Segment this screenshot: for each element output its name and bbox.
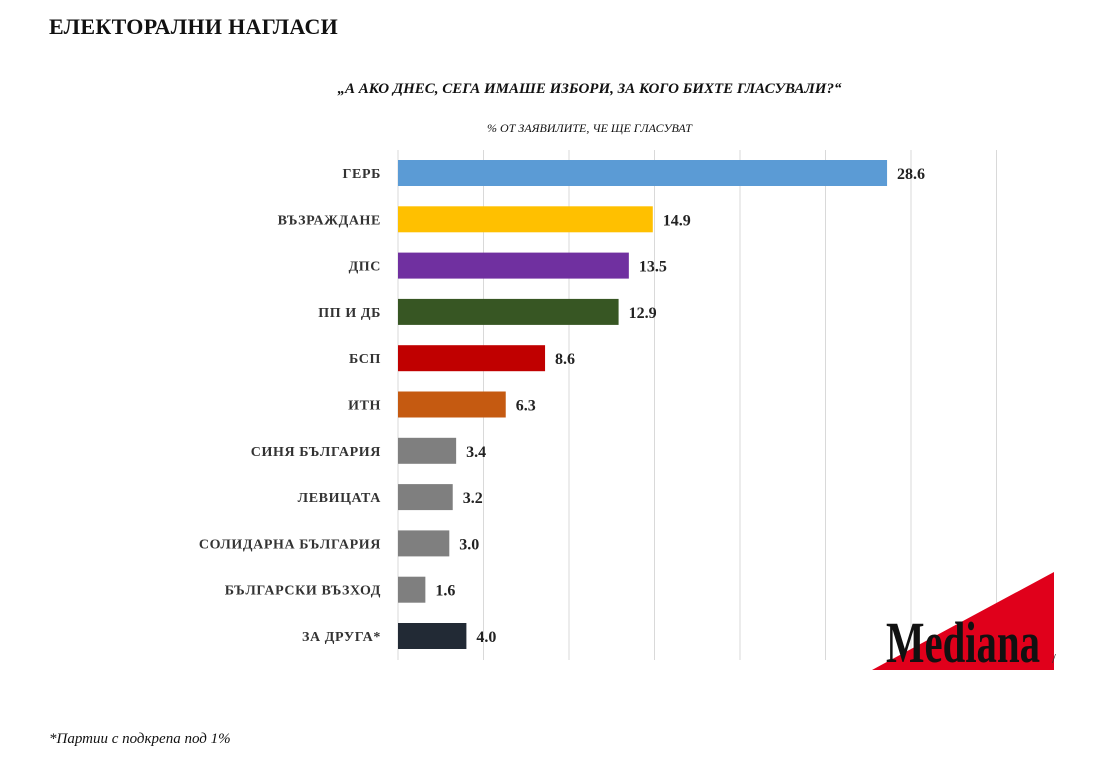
data-label: 6.3 [516, 398, 536, 415]
category-label: ЛЕВИЦАТА [298, 491, 382, 506]
bar [398, 623, 467, 649]
data-label: 14.9 [663, 212, 691, 229]
logo-red-triangle [872, 572, 1054, 670]
category-label: ДПС [349, 260, 381, 275]
category-label: ЗА ДРУГА* [302, 630, 381, 645]
footnote: *Партии с подкрепа под 1% [49, 731, 231, 747]
logo-slash-mark: / [1052, 652, 1056, 667]
data-label: 12.9 [629, 305, 657, 322]
data-label: 3.4 [466, 444, 486, 461]
category-label: БЪЛГАРСКИ ВЪЗХОД [225, 584, 381, 599]
category-label: СОЛИДАРНА БЪЛГАРИЯ [199, 537, 381, 552]
chart-title: „А АКО ДНЕС, СЕГА ИМАШЕ ИЗБОРИ, ЗА КОГО … [337, 81, 842, 97]
data-label: 3.2 [463, 490, 483, 507]
page-title: ЕЛЕКТОРАЛНИ НАГЛАСИ [49, 14, 339, 39]
bar [398, 345, 546, 372]
bar [398, 530, 450, 557]
category-label: ГЕРБ [343, 167, 381, 182]
bar [398, 252, 629, 279]
bar [398, 484, 453, 511]
bar [398, 576, 426, 603]
bar [398, 160, 888, 186]
category-label: БСП [349, 352, 381, 367]
logo-wordmark: Mediana [886, 610, 1040, 670]
bar-chart: ГЕРБ 28.6 ВЪЗРАЖДАНЕ 14.9 ДПС 13.5 ПП И ДБ 12.9… [199, 150, 997, 660]
data-label: 4.0 [476, 629, 496, 646]
chart-subtitle: % ОТ ЗАЯВИЛИТЕ, ЧЕ ЩЕ ГЛАСУВАТ [487, 121, 692, 135]
data-label: 8.6 [555, 351, 575, 368]
category-label: ИТН [348, 399, 381, 414]
bar [398, 298, 619, 325]
data-label: 3.0 [459, 536, 479, 553]
bar [398, 391, 506, 418]
bar [398, 437, 457, 464]
category-label: СИНЯ БЪЛГАРИЯ [251, 445, 381, 460]
mediana-logo: Mediana [872, 572, 1054, 670]
category-label: ПП И ДБ [318, 306, 381, 321]
category-label: ВЪЗРАЖДАНЕ [278, 213, 381, 228]
data-label: 13.5 [639, 259, 667, 276]
data-label: 1.6 [435, 583, 455, 600]
data-label: 28.6 [897, 166, 925, 183]
bar [398, 206, 653, 233]
